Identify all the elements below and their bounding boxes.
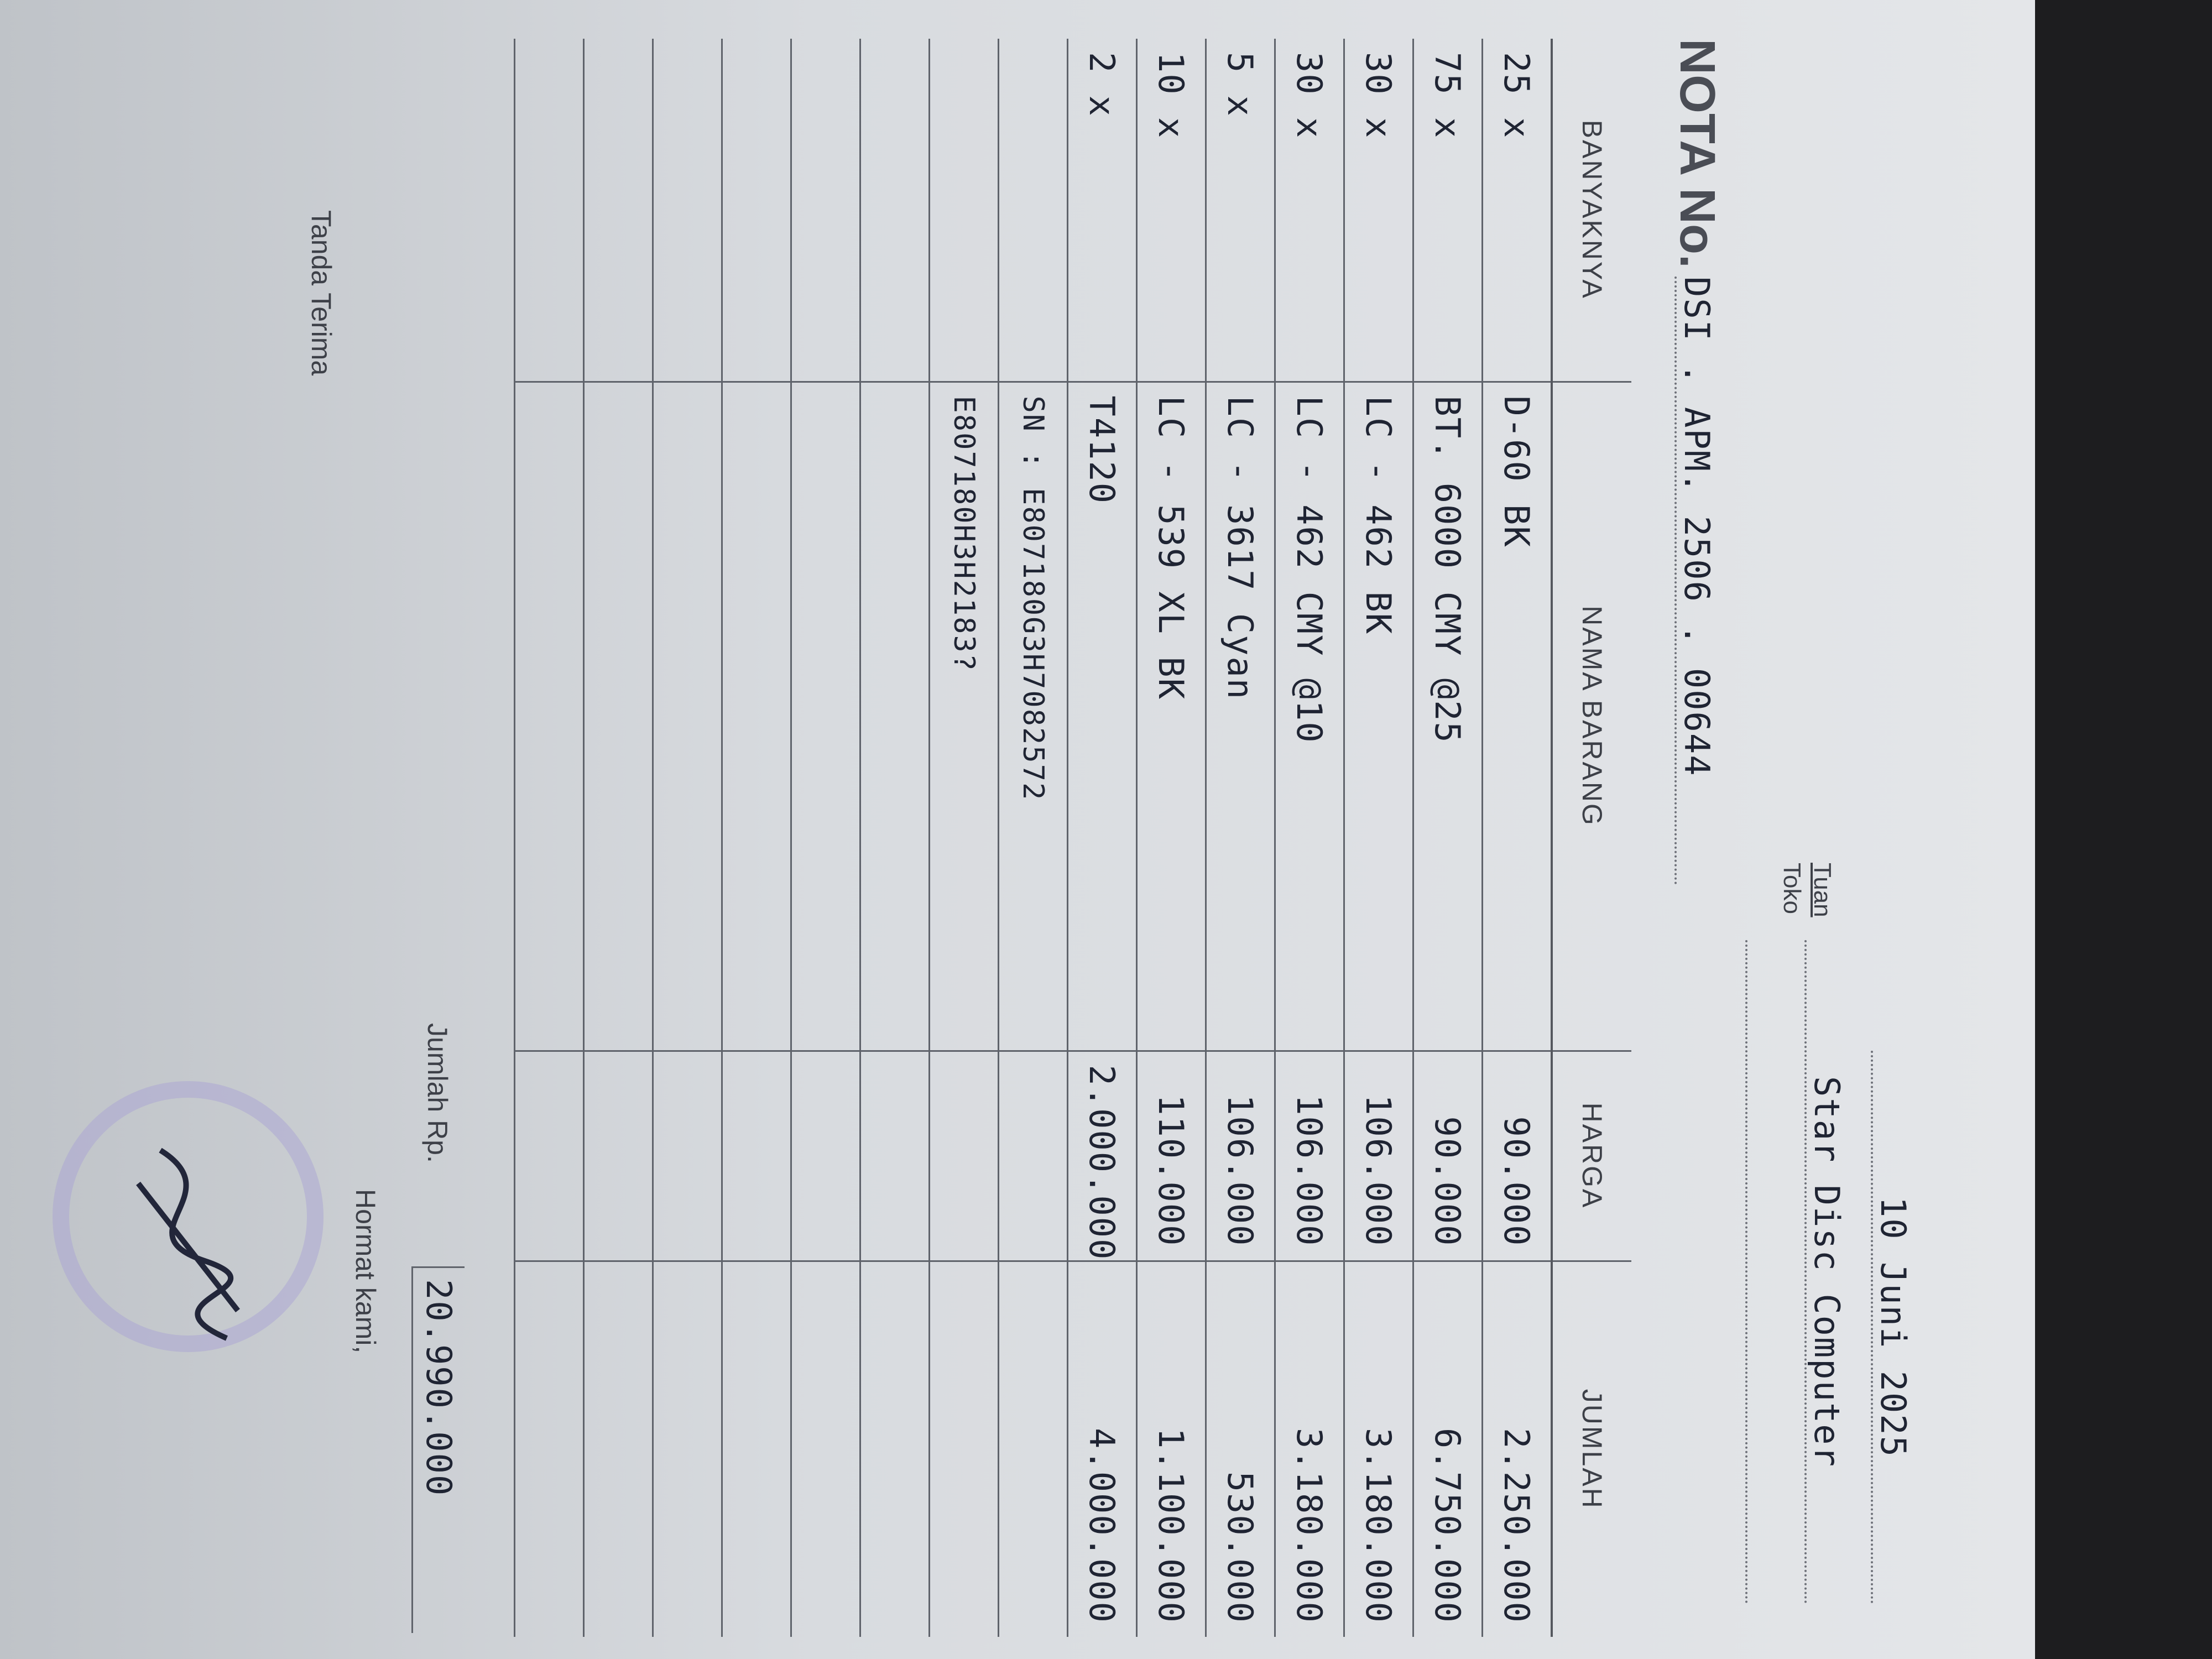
table-body: 25 x D-60 BK 90.000 2.250.000 75 x BT. 6000 C… bbox=[514, 39, 1552, 1637]
column-header: BANYAKNYA bbox=[1552, 39, 1631, 382]
items-table: BANYAKNYA NAMA BARANG HARGA JUMLAH 25 x D-60… bbox=[514, 39, 1631, 1637]
customer: Star Disc Computer bbox=[1804, 940, 1847, 1604]
column-header: JUMLAH bbox=[1552, 1261, 1631, 1637]
price: 2.000.000 bbox=[1067, 1051, 1137, 1261]
receipt: 10 Juni 2025 Tuan Toko Star Disc Compute… bbox=[53, 39, 1913, 1637]
cell bbox=[583, 1051, 653, 1261]
item-name: LC - 3617 Cyan bbox=[1206, 382, 1275, 1051]
amount: 2.250.000 bbox=[1482, 1261, 1552, 1637]
cell bbox=[514, 1051, 584, 1261]
toko-label: Toko bbox=[1778, 863, 1806, 914]
photo: 10 Juni 2025 Tuan Toko Star Disc Compute… bbox=[0, 0, 2035, 1659]
item-row: 30 x LC - 462 CMY @10 106.000 3.180.000 bbox=[1275, 39, 1344, 1637]
cell bbox=[653, 1261, 722, 1637]
quantity: 10 x bbox=[1136, 39, 1206, 382]
amount: 3.180.000 bbox=[1275, 1261, 1344, 1637]
cell bbox=[998, 1261, 1068, 1637]
cell bbox=[722, 1261, 791, 1637]
header-row: BANYAKNYA NAMA BARANG HARGA JUMLAH bbox=[1552, 39, 1631, 1637]
quantity: 30 x bbox=[1344, 39, 1413, 382]
item-row: 5 x LC - 3617 Cyan 106.000 530.000 bbox=[1206, 39, 1275, 1637]
item-row: 30 x LC - 462 BK 106.000 3.180.000 bbox=[1344, 39, 1413, 1637]
cell bbox=[583, 382, 653, 1051]
quantity: 75 x bbox=[1413, 39, 1483, 382]
price: 90.000 bbox=[1413, 1051, 1483, 1261]
item-name: BT. 6000 CMY @25 bbox=[1413, 382, 1483, 1051]
cell bbox=[514, 1261, 584, 1637]
nota-label: NOTA No. bbox=[1670, 39, 1725, 268]
amount: 6.750.000 bbox=[1413, 1261, 1483, 1637]
quantity: 5 x bbox=[1206, 39, 1275, 382]
cell bbox=[791, 1051, 860, 1261]
amount: 3.180.000 bbox=[1344, 1261, 1413, 1637]
empty-row bbox=[791, 39, 860, 1637]
cell bbox=[791, 1261, 860, 1637]
item-name: LC - 539 XL BK bbox=[1136, 382, 1206, 1051]
item-row: 75 x BT. 6000 CMY @25 90.000 6.750.000 bbox=[1413, 39, 1483, 1637]
price: 106.000 bbox=[1206, 1051, 1275, 1261]
price: 106.000 bbox=[1275, 1051, 1344, 1261]
date: 10 Juni 2025 bbox=[1871, 1051, 1913, 1604]
serial-note: E807180H3H2183? bbox=[929, 382, 999, 1051]
item-name: T4120 bbox=[1067, 382, 1137, 1051]
cell bbox=[722, 39, 791, 382]
column-header: HARGA bbox=[1552, 1051, 1631, 1261]
cell bbox=[998, 1051, 1068, 1261]
item-name: LC - 462 CMY @10 bbox=[1275, 382, 1344, 1051]
item-row: 10 x LC - 539 XL BK 110.000 1.100.000 bbox=[1136, 39, 1206, 1637]
nota-number: DSI . APM. 2506 . 00644 bbox=[1674, 276, 1717, 885]
cell bbox=[860, 1051, 930, 1261]
price: 106.000 bbox=[1344, 1051, 1413, 1261]
stamp bbox=[53, 1081, 324, 1352]
cell bbox=[860, 382, 930, 1051]
cell bbox=[653, 382, 722, 1051]
signature bbox=[136, 1147, 240, 1341]
cell bbox=[860, 39, 930, 382]
quantity: 30 x bbox=[1275, 39, 1344, 382]
cell bbox=[514, 382, 584, 1051]
item-row: 25 x D-60 BK 90.000 2.250.000 bbox=[1482, 39, 1552, 1637]
cell bbox=[929, 1051, 999, 1261]
cell bbox=[929, 39, 999, 382]
cell bbox=[998, 39, 1068, 382]
price: 90.000 bbox=[1482, 1051, 1552, 1261]
receipt-label: Tanda Terima bbox=[306, 210, 337, 376]
price: 110.000 bbox=[1136, 1051, 1206, 1261]
serial-note: SN : E807180G3H7082572 bbox=[998, 382, 1068, 1051]
cell bbox=[722, 382, 791, 1051]
empty-row bbox=[860, 39, 930, 1637]
cell bbox=[791, 39, 860, 382]
empty-row bbox=[583, 39, 653, 1637]
empty-row bbox=[653, 39, 722, 1637]
note-row: SN : E807180G3H7082572 bbox=[998, 39, 1068, 1637]
cell bbox=[791, 382, 860, 1051]
cell bbox=[722, 1051, 791, 1261]
stamp-signature bbox=[53, 1081, 324, 1352]
note-row: E807180H3H2183? bbox=[929, 39, 999, 1637]
quantity: 2 x bbox=[1067, 39, 1137, 382]
empty-row bbox=[514, 39, 584, 1637]
total-value: 20.990.000 bbox=[411, 1266, 465, 1633]
item-name: D-60 BK bbox=[1482, 382, 1552, 1051]
cell bbox=[653, 1051, 722, 1261]
quantity: 25 x bbox=[1482, 39, 1552, 382]
cell bbox=[583, 39, 653, 382]
cell bbox=[514, 39, 584, 382]
cell bbox=[653, 39, 722, 382]
empty-row bbox=[722, 39, 791, 1637]
cell bbox=[583, 1261, 653, 1637]
tuan-label: Tuan bbox=[1809, 863, 1836, 917]
item-row: 2 x T4120 2.000.000 4.000.000 bbox=[1067, 39, 1137, 1637]
item-name: LC - 462 BK bbox=[1344, 382, 1413, 1051]
amount: 4.000.000 bbox=[1067, 1261, 1137, 1637]
amount: 1.100.000 bbox=[1136, 1261, 1206, 1637]
amount: 530.000 bbox=[1206, 1261, 1275, 1637]
cell bbox=[929, 1261, 999, 1637]
cell bbox=[860, 1261, 930, 1637]
column-header: NAMA BARANG bbox=[1552, 382, 1631, 1051]
total-label: Jumlah Rp. bbox=[422, 1023, 453, 1163]
address-line bbox=[1745, 940, 1753, 1604]
